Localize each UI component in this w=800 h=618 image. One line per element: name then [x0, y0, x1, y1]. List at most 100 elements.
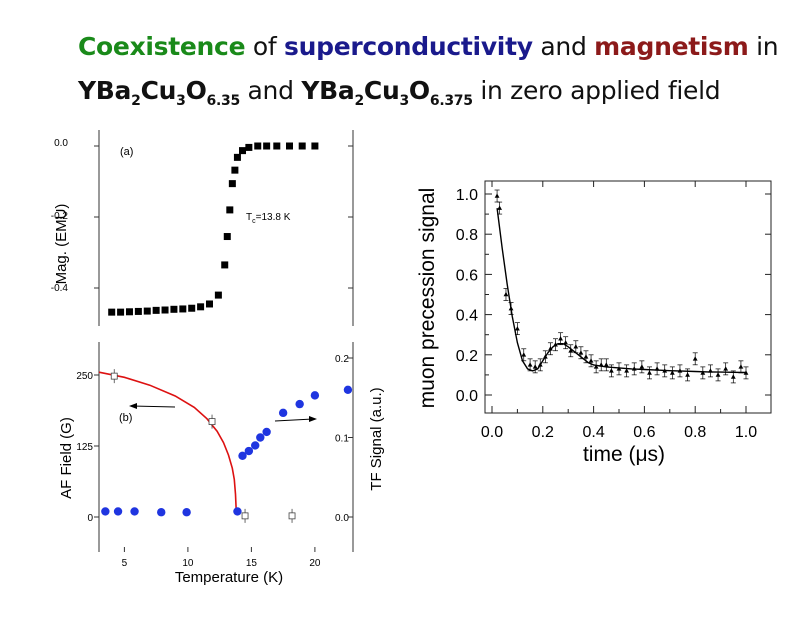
panel-a-ylabel: Mag. (EMU) — [53, 204, 70, 285]
panel-b-xtick-label: 10 — [182, 558, 194, 569]
arrow-right — [274, 416, 317, 422]
muon-data-point — [639, 364, 645, 369]
muon-data-point — [578, 350, 584, 355]
panel-c-xtick-label: 0.6 — [633, 424, 655, 441]
formula-2-part: YBa — [301, 76, 355, 105]
muon-data-point — [723, 366, 729, 371]
muon-data-point — [616, 366, 622, 371]
muon-data-point — [708, 368, 713, 373]
panel-a-label: (a) — [120, 146, 133, 158]
panel-c-ytick-label: 0.4 — [456, 308, 478, 325]
panel-c-ytick-label: 0.2 — [456, 348, 478, 365]
tc-symbol: T — [246, 212, 252, 223]
mag-point — [161, 306, 169, 314]
muon-data-point — [654, 366, 660, 371]
formula-2-sub: 3 — [399, 93, 409, 109]
mag-point — [152, 306, 160, 314]
panel-b-ytick-right-label: 0.1 — [335, 434, 349, 445]
panel-a-ytick: -0.4 — [51, 283, 69, 294]
title-word-and-2: and — [239, 76, 302, 105]
muon-data-point — [563, 340, 569, 345]
mag-point — [221, 261, 229, 269]
mag-point — [245, 143, 253, 151]
mag-point — [125, 308, 133, 316]
formula-1-part: O — [185, 76, 207, 105]
muon-data-point — [588, 358, 594, 363]
panel-c-ytick-label: 0.6 — [456, 267, 478, 284]
tf-signal-point — [278, 408, 288, 418]
muon-data-point — [692, 356, 698, 361]
mag-point — [179, 305, 187, 313]
panel-b-marks: 5 10 15 20 250 125 0 0.2 0.1 0.0 — [76, 354, 353, 569]
panel-c-muon: muon precession signal time (μs) 0.0 0.2 0… — [416, 180, 772, 466]
formula-1: YBa2Cu3O6.35 — [78, 76, 240, 109]
panel-c-ytick-label: 0.8 — [456, 227, 478, 244]
muon-data-point — [677, 368, 683, 373]
mag-point — [223, 233, 231, 241]
slide-title-line-2: YBa2Cu3O6.35 and YBa2Cu3O6.375 in zero a… — [78, 76, 721, 109]
tf-signal-point — [130, 507, 139, 516]
mag-point — [254, 142, 262, 150]
tc-annotation: Tc=13.8 K — [246, 212, 291, 225]
muon-data-point — [715, 372, 721, 377]
muon-data-point — [608, 368, 614, 373]
panel-b-ylabel-right: TF Signal (a.u.) — [368, 387, 385, 490]
title-word-magnetism: magnetism — [594, 32, 749, 61]
tf-signal-point — [182, 508, 191, 517]
panel-c-xtick-label: 0.8 — [684, 424, 706, 441]
mag-point — [197, 303, 205, 311]
panel-b-xlabel: Temperature (K) — [175, 569, 283, 586]
mag-point — [239, 147, 247, 155]
formula-1-part: YBa — [78, 76, 132, 105]
muon-data-point — [503, 291, 509, 297]
mag-point — [311, 142, 319, 150]
panel-a-ytick: -0.2 — [51, 211, 69, 222]
muon-data-point — [738, 364, 744, 369]
tf-signal-point — [244, 446, 254, 456]
mag-point — [214, 291, 222, 299]
arrow-left-shaft — [131, 405, 176, 408]
af-open-square — [241, 512, 249, 520]
mag-point — [233, 153, 241, 161]
panel-c-xtick-label: 0.4 — [582, 424, 604, 441]
mag-point — [231, 166, 239, 174]
muon-data-point — [537, 362, 543, 367]
muon-data-point — [743, 370, 749, 375]
mag-point — [205, 300, 213, 308]
muon-data-point — [624, 368, 630, 373]
title-word-of: of — [245, 32, 285, 61]
arrow-left-head — [129, 403, 137, 409]
muon-data-point — [553, 342, 558, 347]
panel-a-points — [94, 142, 353, 316]
arrow-right-head — [309, 416, 317, 422]
mag-point — [228, 180, 236, 188]
tf-signal-point — [262, 427, 271, 437]
muon-data-point — [508, 305, 514, 311]
muon-data-point — [542, 354, 548, 359]
title-word-in: in — [748, 32, 779, 61]
formula-1-part: Cu — [140, 76, 177, 105]
formula-2-part: O — [408, 76, 430, 105]
formula-1-sub: 3 — [176, 93, 186, 109]
formula-2-sub: 6.375 — [429, 93, 473, 109]
mag-point — [226, 206, 234, 214]
muon-data-point — [603, 362, 609, 367]
muon-data-point — [593, 364, 599, 369]
muon-data-point — [515, 326, 520, 331]
title-word-coexistence: Coexistence — [78, 32, 246, 61]
muon-data-point — [669, 370, 675, 375]
formula-2: YBa2Cu3O6.375 — [301, 76, 473, 109]
muon-data-point — [558, 336, 563, 341]
mag-point — [188, 304, 196, 312]
slide-title-line-1: Coexistence of superconductivity and mag… — [78, 32, 779, 61]
formula-1-sub: 6.35 — [206, 93, 241, 109]
panel-b-ylabel: AF Field (G) — [58, 417, 75, 499]
muon-data-point — [662, 368, 668, 373]
panel-b-ytick-right-label: 0.2 — [335, 354, 349, 365]
tf-signal-point — [101, 507, 110, 516]
formula-1-sub: 2 — [131, 93, 141, 109]
mag-point — [170, 305, 178, 313]
panel-b-label: (b) — [119, 412, 132, 424]
af-field-curve — [98, 371, 237, 511]
